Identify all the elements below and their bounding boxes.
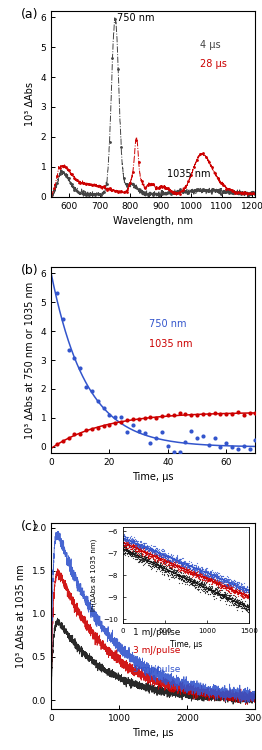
Point xyxy=(236,443,240,455)
Point xyxy=(125,426,129,438)
Point xyxy=(102,402,106,414)
Point xyxy=(230,441,234,453)
Point xyxy=(125,415,129,427)
Point xyxy=(96,422,100,434)
Text: 1 mJ/pulse: 1 mJ/pulse xyxy=(133,628,180,637)
Point xyxy=(224,407,228,419)
Text: 5 mJ/pulse: 5 mJ/pulse xyxy=(133,664,180,674)
Point xyxy=(248,442,252,454)
Point xyxy=(84,424,88,436)
Point xyxy=(154,431,158,443)
Point xyxy=(212,432,217,444)
Point xyxy=(195,409,199,421)
Text: 750 nm: 750 nm xyxy=(149,319,187,328)
Y-axis label: 10³ ΔAbs: 10³ ΔAbs xyxy=(25,82,35,126)
Point xyxy=(253,433,258,445)
Point xyxy=(143,413,147,424)
Point xyxy=(230,408,234,420)
Point xyxy=(55,439,59,451)
Point xyxy=(137,413,141,425)
Text: 28 μs: 28 μs xyxy=(200,59,227,69)
Point xyxy=(242,409,246,421)
Point xyxy=(67,433,71,445)
Text: 750 nm: 750 nm xyxy=(117,13,154,22)
Point xyxy=(67,344,71,355)
Point xyxy=(137,425,141,437)
Text: 4 μs: 4 μs xyxy=(200,40,221,50)
X-axis label: Wavelength, nm: Wavelength, nm xyxy=(113,216,193,226)
Point xyxy=(207,439,211,451)
Point xyxy=(119,416,123,428)
Point xyxy=(96,394,100,406)
Point xyxy=(201,409,205,421)
Point xyxy=(224,436,228,448)
Point xyxy=(172,410,176,422)
Point xyxy=(160,426,164,438)
Point xyxy=(148,436,152,448)
Point xyxy=(61,435,65,447)
Point xyxy=(248,407,252,419)
Point xyxy=(183,436,188,448)
Point xyxy=(207,409,211,421)
Text: (c): (c) xyxy=(20,520,37,532)
Point xyxy=(189,425,193,437)
Point xyxy=(61,313,65,325)
Point xyxy=(84,381,88,393)
Point xyxy=(78,362,82,374)
Point xyxy=(189,409,193,421)
Point xyxy=(148,411,152,423)
Point xyxy=(166,410,170,422)
Point xyxy=(131,413,135,425)
Point xyxy=(72,428,77,440)
Point xyxy=(177,407,182,419)
Point xyxy=(201,430,205,442)
Point xyxy=(102,420,106,432)
Text: 1035 nm: 1035 nm xyxy=(149,339,193,349)
Point xyxy=(154,412,158,424)
Point xyxy=(107,409,112,421)
Point xyxy=(131,419,135,430)
X-axis label: Time, μs: Time, μs xyxy=(133,728,174,738)
Y-axis label: 10³ ΔAbs at 1035 nm: 10³ ΔAbs at 1035 nm xyxy=(16,564,26,668)
Point xyxy=(113,417,117,429)
Point xyxy=(195,433,199,445)
Text: (a): (a) xyxy=(20,8,38,20)
Point xyxy=(177,446,182,458)
Point xyxy=(253,407,258,419)
Point xyxy=(212,406,217,418)
Point xyxy=(172,446,176,458)
Point xyxy=(236,406,240,418)
Point xyxy=(160,410,164,422)
Point xyxy=(119,411,123,423)
Point xyxy=(90,423,94,435)
Point xyxy=(90,386,94,398)
Point xyxy=(143,427,147,439)
Point xyxy=(218,441,222,453)
Point xyxy=(107,419,112,431)
Text: 1035 nm: 1035 nm xyxy=(167,169,210,178)
Point xyxy=(183,408,188,420)
Text: (b): (b) xyxy=(20,263,38,277)
Point xyxy=(218,408,222,420)
Point xyxy=(242,440,246,452)
Point xyxy=(166,440,170,452)
Y-axis label: 10³ ΔAbs at 750 nm or 1035 nm: 10³ ΔAbs at 750 nm or 1035 nm xyxy=(25,281,35,439)
Point xyxy=(55,286,59,298)
Text: 3 mJ/pulse: 3 mJ/pulse xyxy=(133,646,180,655)
Point xyxy=(78,427,82,439)
Point xyxy=(72,352,77,364)
X-axis label: Time, μs: Time, μs xyxy=(133,472,174,482)
Point xyxy=(113,411,117,423)
